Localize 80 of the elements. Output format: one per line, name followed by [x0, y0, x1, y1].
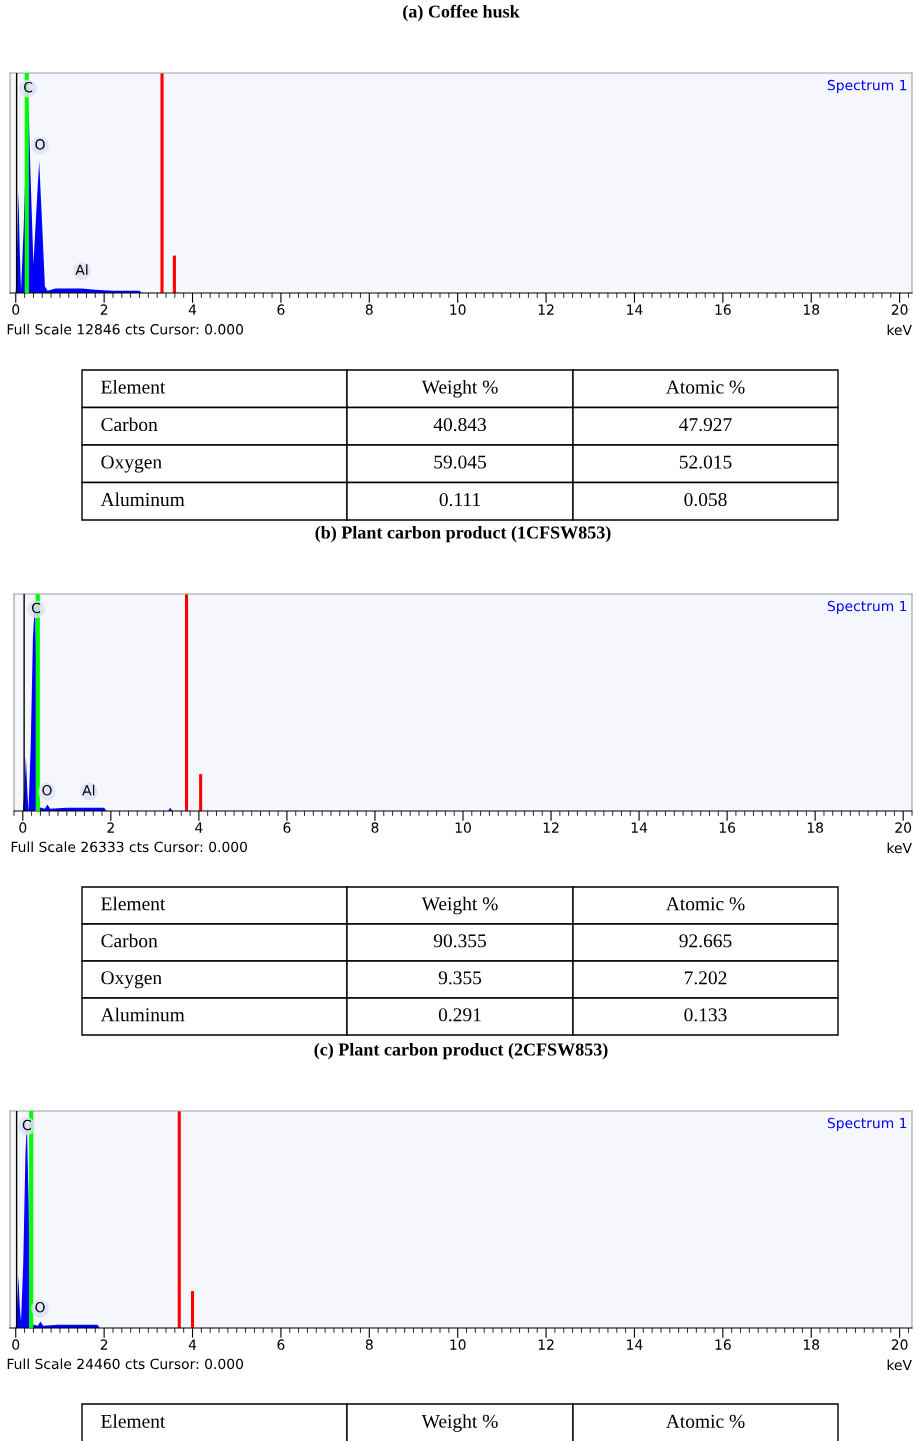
category-label: Weight % — [421, 896, 498, 915]
text: 47.927 — [679, 418, 732, 432]
chart-title: (a) Coffee husk — [403, 4, 520, 22]
text: 0.111 — [439, 493, 480, 507]
annotation: O — [42, 784, 52, 796]
x-tick-label: 16 — [715, 304, 731, 315]
text: 59.045 — [434, 455, 486, 469]
category-label: Element — [101, 379, 166, 394]
annotation: O — [35, 1301, 45, 1313]
category-label: Weight % — [421, 379, 498, 398]
annotation: Al — [82, 784, 95, 796]
chart-title: (b) Plant carbon product (1CFSW853) — [315, 525, 611, 543]
x-axis-title: keV — [887, 1359, 912, 1371]
category-label: Aluminum — [100, 1007, 185, 1022]
text: 52.015 — [679, 455, 732, 469]
x-tick-label: 18 — [803, 1339, 820, 1350]
category-label: Weight % — [421, 1414, 498, 1432]
x-tick-label: 10 — [450, 304, 466, 315]
text: 40.843 — [433, 418, 486, 432]
x-tick-label: 20 — [895, 822, 912, 833]
x-tick-label: 16 — [715, 1339, 731, 1350]
category-label: Atomic % — [666, 380, 745, 394]
x-tick-label: 10 — [450, 1339, 466, 1350]
x-tick-label: 0 — [12, 1339, 20, 1350]
x-tick-label: 2 — [107, 822, 114, 833]
x-tick-label: 14 — [627, 304, 643, 315]
category-label: Oxygen — [101, 971, 162, 989]
x-axis-title: keV — [887, 324, 912, 336]
text: 0.133 — [684, 1008, 727, 1022]
text: 0.058 — [684, 493, 727, 507]
annotation: C — [31, 602, 41, 614]
category-label: Aluminum — [100, 492, 185, 507]
x-tick-label: 8 — [371, 822, 379, 833]
annotation: C — [22, 1119, 31, 1131]
x-tick-label: 10 — [455, 822, 471, 833]
x-tick-label: 8 — [365, 1339, 373, 1350]
x-tick-label: 6 — [283, 822, 291, 833]
annotation: C — [24, 81, 33, 93]
text: 90.355 — [433, 934, 486, 948]
text: 7.202 — [684, 971, 727, 985]
x-tick-label: 14 — [631, 822, 648, 833]
x-tick-label: 2 — [100, 304, 108, 315]
x-tick-label: 0 — [12, 304, 20, 315]
x-tick-label: 20 — [891, 304, 908, 315]
text: Full Scale 12846 cts Cursor: 0.000 — [7, 323, 244, 335]
x-tick-label: 14 — [627, 1339, 643, 1350]
annotation: O — [35, 139, 45, 150]
category-label: Carbon — [101, 933, 158, 948]
category-label: Carbon — [101, 417, 158, 432]
annotation: Spectrum 1 — [827, 600, 907, 614]
x-tick-label: 4 — [188, 1339, 197, 1350]
x-tick-label: 18 — [807, 822, 824, 833]
x-tick-label: 0 — [19, 822, 27, 833]
text: 9.355 — [438, 971, 482, 985]
x-tick-label: 8 — [365, 304, 373, 315]
x-tick-label: 20 — [891, 1339, 908, 1350]
annotation: Al — [75, 264, 88, 275]
chart-title: (c) Plant carbon product (2CFSW853) — [314, 1042, 608, 1060]
x-tick-label: 12 — [538, 304, 554, 315]
category-label: Element — [101, 896, 166, 911]
text: 92.665 — [679, 934, 732, 948]
annotation: Spectrum 1 — [827, 1117, 907, 1131]
x-tick-label: 6 — [277, 304, 285, 315]
x-tick-label: 6 — [277, 1339, 285, 1350]
x-tick-label: 12 — [538, 1339, 554, 1350]
category-label: Atomic % — [666, 897, 745, 911]
x-tick-label: 12 — [543, 822, 559, 833]
text: Full Scale 24460 cts Cursor: 0.000 — [7, 1358, 244, 1370]
x-tick-label: 2 — [100, 1339, 108, 1350]
category-label: Element — [101, 1414, 166, 1428]
x-tick-label: 4 — [195, 822, 203, 833]
category-label: Oxygen — [101, 455, 162, 473]
category-label: Atomic % — [666, 1414, 745, 1428]
x-axis-title: keV — [887, 842, 912, 854]
text: 0.291 — [438, 1008, 481, 1022]
annotation: Spectrum 1 — [827, 79, 907, 94]
x-tick-label: 4 — [188, 304, 197, 315]
x-tick-label: 18 — [803, 304, 820, 315]
x-tick-label: 16 — [719, 822, 736, 833]
text: Full Scale 26333 cts Cursor: 0.000 — [11, 841, 248, 853]
